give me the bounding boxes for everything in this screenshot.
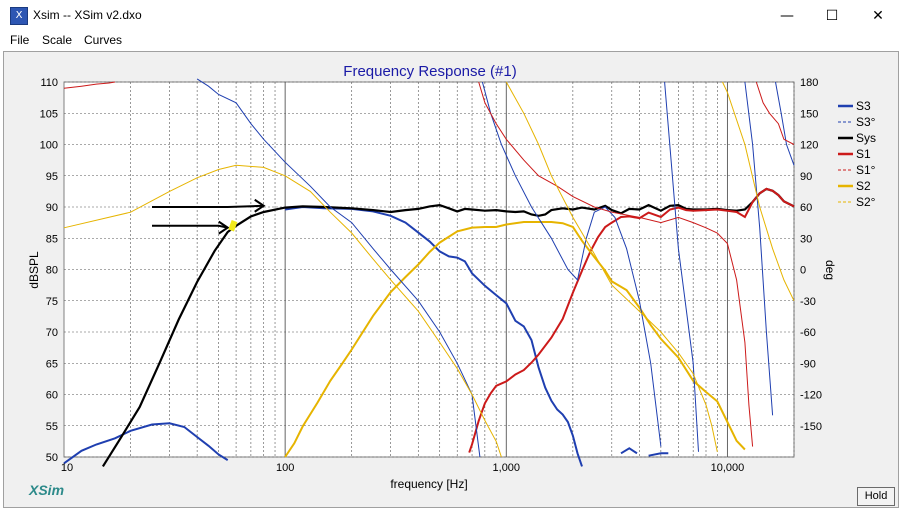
hold-button[interactable]: Hold (857, 487, 895, 506)
curves (63, 78, 795, 467)
y2-tick-label: -90 (800, 358, 816, 370)
series-s3 (648, 452, 669, 457)
annotations (152, 198, 266, 235)
menu-curves[interactable]: Curves (84, 33, 123, 47)
menu-file[interactable]: File (10, 33, 30, 47)
legend-label[interactable]: S2 (856, 179, 871, 193)
y2-tick-label: 0 (800, 265, 806, 277)
y2-tick-label: 90 (800, 171, 812, 183)
series-s1-phase (63, 81, 116, 89)
y-tick-label: 95 (46, 171, 58, 183)
series-s3-phase (481, 81, 662, 447)
y-tick-label: 100 (40, 140, 58, 152)
y2-tick-label: 30 (800, 233, 812, 245)
y-tick-label: 50 (46, 452, 58, 464)
menu-bar: File Scale Curves (0, 31, 901, 51)
y-axis-label: dBSPL (27, 251, 41, 289)
x-tick-label: 1,000 (493, 462, 521, 474)
series-s1-phase (478, 81, 754, 447)
maximize-button[interactable]: ☐ (825, 7, 839, 24)
x-tick-label: 100 (276, 462, 294, 474)
annotation-arrowhead (254, 198, 266, 213)
series-s3 (63, 422, 229, 465)
x-axis-label: frequency [Hz] (390, 477, 467, 491)
series-s2-phase (63, 164, 502, 458)
close-button[interactable]: ✕ (872, 7, 884, 24)
y2-tick-label: 180 (800, 77, 818, 89)
series-s2-phase (722, 81, 795, 302)
y2-tick-label: -30 (800, 296, 816, 308)
y-tick-label: 110 (40, 77, 58, 89)
series-s1 (468, 187, 795, 453)
y-tick-label: 55 (46, 421, 58, 433)
y-tick-label: 85 (46, 233, 58, 245)
series-s3 (620, 447, 638, 455)
y-tick-label: 90 (46, 202, 58, 214)
window-title: Xsim -- XSim v2.dxo (33, 8, 142, 22)
chart-title: Frequency Response (#1) (343, 63, 516, 80)
series-s2 (284, 221, 746, 458)
y2-tick-label: -150 (800, 421, 822, 433)
series-s3-phase (196, 78, 481, 458)
y-tick-label: 70 (46, 327, 58, 339)
series-s3-phase (744, 81, 774, 416)
y-tick-label: 105 (40, 108, 58, 120)
legend-label[interactable]: S3 (856, 99, 871, 113)
y2-axis-label: deg (823, 260, 837, 280)
menu-scale[interactable]: Scale (42, 33, 73, 47)
x-tick-label: 10 (61, 462, 73, 474)
y2-tick-label: -60 (800, 327, 816, 339)
legend-label[interactable]: Sys (856, 131, 876, 145)
xsim-logo: XSim (28, 482, 64, 498)
series-s3-phase (664, 81, 699, 452)
y2-tick-label: 60 (800, 202, 812, 214)
series-s1-phase (755, 81, 795, 145)
y2-tick-label: 150 (800, 108, 818, 120)
series-s3 (284, 205, 583, 467)
y-tick-label: 80 (46, 265, 58, 277)
legend-label[interactable]: S1° (856, 163, 876, 177)
y2-tick-label: 120 (800, 140, 818, 152)
legend-label[interactable]: S3° (856, 115, 876, 129)
legend-label[interactable]: S1 (856, 147, 871, 161)
legend-label[interactable]: S2° (856, 195, 876, 209)
y-tick-label: 75 (46, 296, 58, 308)
x-tick-label: 10,000 (711, 462, 745, 474)
legend: S3 S3° Sys S1 S1° S2 S2° (838, 99, 876, 209)
annotation-arrowhead (218, 220, 230, 235)
xsim-app-icon[interactable]: X (10, 7, 28, 25)
y-tick-label: 65 (46, 358, 58, 370)
annotation-arrow (152, 204, 264, 208)
series-s3-phase (775, 81, 795, 166)
tick-labels: 10 100 1,000 10,000 50 55 60 65 70 75 80 85 90 95 100 1… (40, 77, 822, 474)
minimize-button[interactable]: — (780, 7, 794, 24)
annotation-highlight (228, 220, 238, 232)
series-s2-phase (505, 81, 718, 452)
annotation-arrow (152, 224, 228, 229)
y2-tick-label: -120 (800, 390, 822, 402)
y-tick-label: 60 (46, 390, 58, 402)
